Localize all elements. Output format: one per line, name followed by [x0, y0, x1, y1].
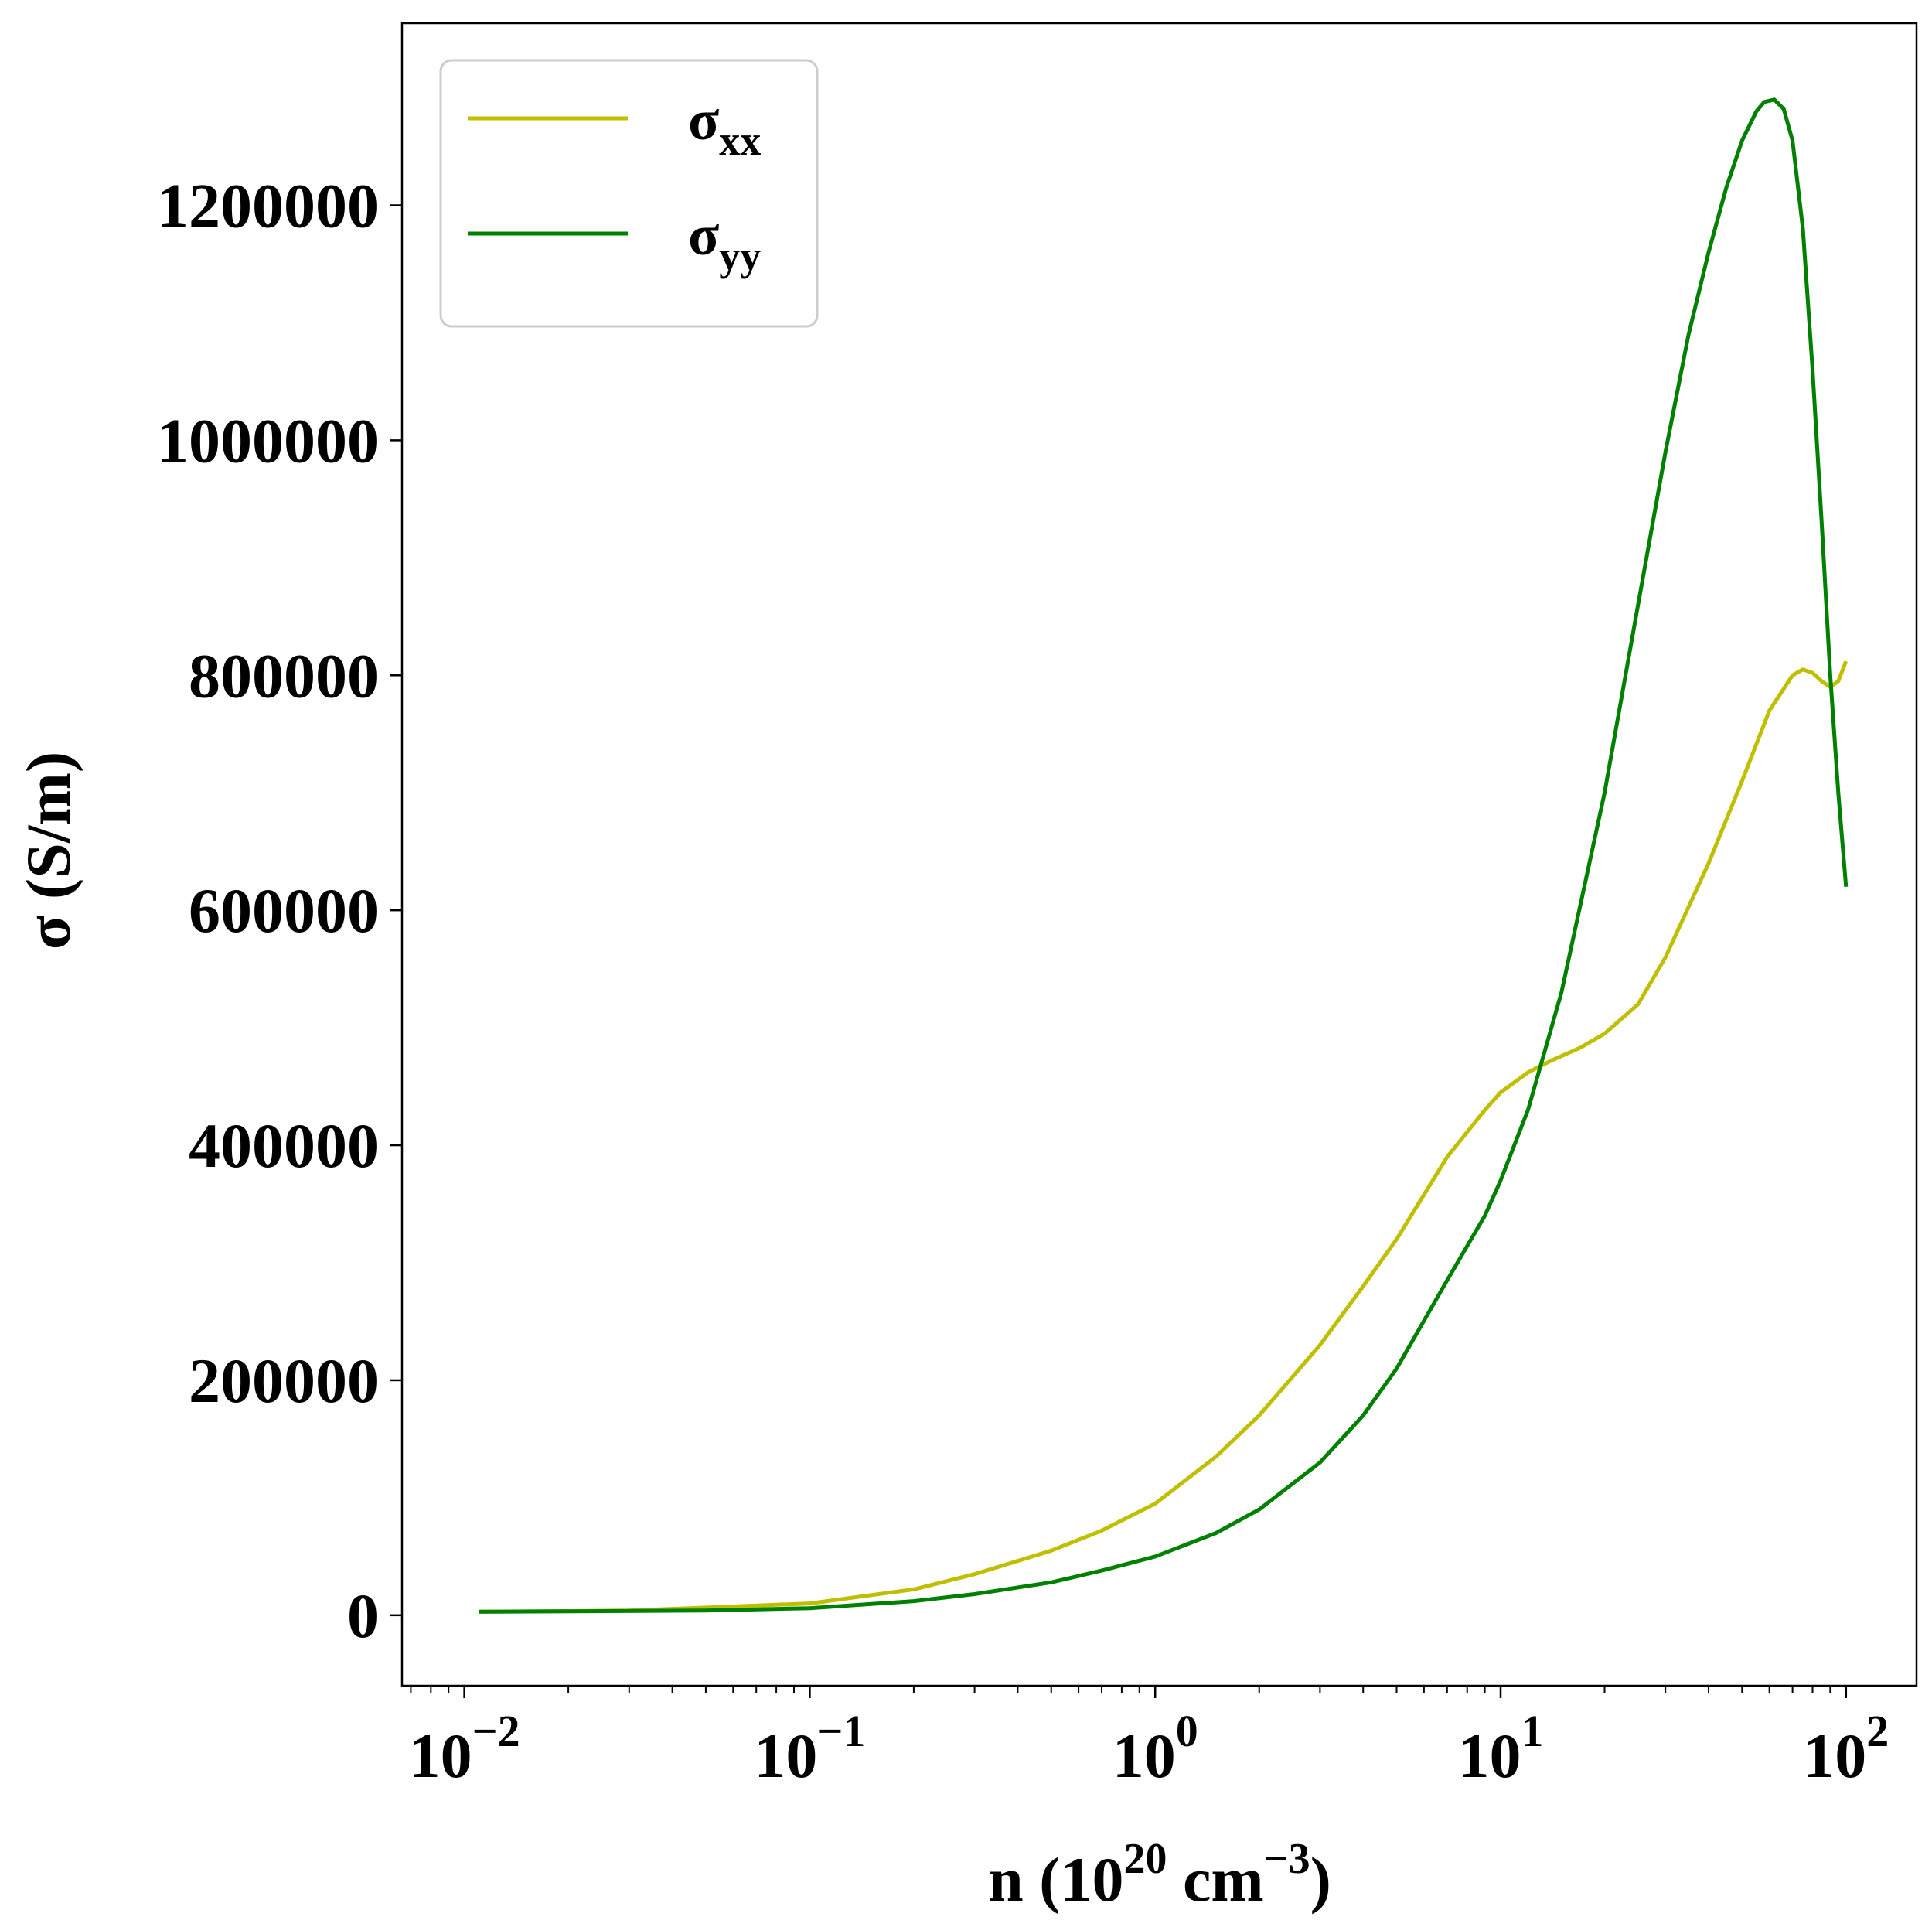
legend: σxx σyy [439, 59, 819, 328]
legend-frame [439, 59, 819, 328]
x-tick-base: 10 [409, 1721, 472, 1791]
y-tick-label: 600000 [189, 875, 379, 946]
series-line-xx [479, 660, 1849, 1614]
x-tick-label: 100 [1113, 1706, 1198, 1791]
plot-frame [400, 22, 1918, 1687]
y-tick-label: 1000000 [157, 405, 379, 476]
series-line-yy [479, 97, 1849, 1614]
legend-symbol-sigma-yy: σ [688, 204, 719, 268]
x-axis-ticks: 10−2 10−1 100 101 102 [409, 1686, 1889, 1791]
x-tick-exponent: 1 [1521, 1706, 1544, 1756]
x-tick-label: 101 [1458, 1706, 1544, 1791]
x-tick-exponent: 2 [1866, 1706, 1889, 1756]
legend-subscript-sigma-yy: yy [719, 233, 761, 279]
x-tick-base: 10 [1458, 1721, 1521, 1791]
x-axis-title-mid: cm [1167, 1844, 1263, 1915]
x-axis-title-sup2: −3 [1264, 1835, 1310, 1883]
x-tick-exponent: −1 [817, 1706, 865, 1756]
x-tick-label: 102 [1803, 1706, 1889, 1791]
y-tick-label: 800000 [189, 640, 379, 711]
legend-label-sigma-yy: σyy [688, 204, 761, 279]
x-tick-label: 10−1 [754, 1706, 865, 1791]
x-tick-label: 10−2 [409, 1706, 520, 1791]
y-axis-title: σ (S/m) [13, 752, 83, 950]
x-axis-title: n (1020 cm−3) [988, 1835, 1331, 1915]
x-axis-title-end: ) [1310, 1844, 1331, 1915]
y-tick-label: 200000 [189, 1345, 379, 1416]
legend-label-sigma-xx: σxx [688, 89, 761, 164]
x-tick-base: 10 [754, 1721, 817, 1791]
y-tick-label: 400000 [189, 1110, 379, 1181]
legend-symbol-sigma-xx: σ [688, 89, 719, 152]
series-layer [479, 97, 1849, 1614]
y-tick-label: 1200000 [157, 171, 379, 241]
y-axis-ticks: 0 200000 400000 600000 800000 1000000 1200000 [157, 171, 402, 1651]
y-tick-label: 0 [347, 1581, 379, 1651]
x-tick-base: 10 [1113, 1721, 1176, 1791]
x-tick-exponent: −2 [472, 1706, 520, 1756]
x-axis-title-base: n (10 [988, 1844, 1123, 1915]
legend-subscript-sigma-xx: xx [719, 118, 761, 164]
x-tick-base: 10 [1803, 1721, 1866, 1791]
x-tick-exponent: 0 [1176, 1706, 1198, 1756]
x-axis-title-sup1: 20 [1123, 1835, 1167, 1883]
